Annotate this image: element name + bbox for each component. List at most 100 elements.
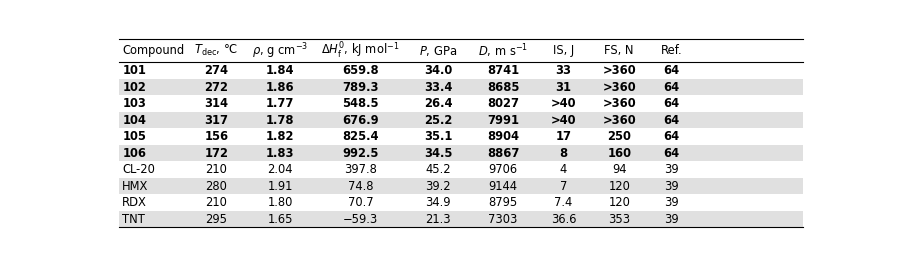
Text: 7991: 7991 — [487, 114, 519, 127]
Text: 31: 31 — [555, 81, 572, 94]
Bar — [120, 145, 803, 161]
Text: 7303: 7303 — [489, 212, 518, 226]
Text: 21.3: 21.3 — [426, 212, 451, 226]
Text: >360: >360 — [602, 81, 636, 94]
Text: 45.2: 45.2 — [426, 163, 451, 176]
Text: 659.8: 659.8 — [342, 64, 379, 77]
Text: $\Delta H_{\mathrm{f}}^{0}$, kJ mol$^{-1}$: $\Delta H_{\mathrm{f}}^{0}$, kJ mol$^{-1… — [321, 41, 400, 61]
Text: Ref.: Ref. — [661, 44, 682, 57]
Text: $D$, m s$^{-1}$: $D$, m s$^{-1}$ — [478, 42, 528, 60]
Text: >360: >360 — [602, 64, 636, 77]
Text: 272: 272 — [204, 81, 229, 94]
Text: 172: 172 — [204, 147, 229, 160]
Text: 64: 64 — [663, 97, 680, 110]
Text: 39: 39 — [664, 212, 679, 226]
Text: 397.8: 397.8 — [344, 163, 377, 176]
Bar — [120, 112, 803, 128]
Text: 1.86: 1.86 — [266, 81, 294, 94]
Text: 789.3: 789.3 — [342, 81, 379, 94]
Text: 825.4: 825.4 — [342, 130, 379, 143]
Text: 36.6: 36.6 — [551, 212, 576, 226]
Text: 34.5: 34.5 — [424, 147, 453, 160]
Text: 8685: 8685 — [487, 81, 519, 94]
Text: 105: 105 — [122, 130, 146, 143]
Text: >40: >40 — [551, 114, 576, 127]
Text: HMX: HMX — [122, 180, 148, 193]
Text: 548.5: 548.5 — [342, 97, 379, 110]
Text: 280: 280 — [205, 180, 228, 193]
Text: 120: 120 — [608, 180, 630, 193]
Text: TNT: TNT — [122, 212, 145, 226]
Text: 8904: 8904 — [487, 130, 519, 143]
Text: 25.2: 25.2 — [424, 114, 453, 127]
Text: 274: 274 — [204, 64, 229, 77]
Text: 39: 39 — [664, 180, 679, 193]
Text: 26.4: 26.4 — [424, 97, 453, 110]
Text: 9706: 9706 — [489, 163, 518, 176]
Text: 160: 160 — [608, 147, 631, 160]
Text: FS, N: FS, N — [605, 44, 634, 57]
Text: 992.5: 992.5 — [342, 147, 379, 160]
Text: 102: 102 — [122, 81, 146, 94]
Text: 101: 101 — [122, 64, 146, 77]
Text: 4: 4 — [560, 163, 567, 176]
Text: 8741: 8741 — [487, 64, 519, 77]
Bar — [120, 178, 803, 194]
Text: 8027: 8027 — [487, 97, 519, 110]
Text: $\rho$, g cm$^{-3}$: $\rho$, g cm$^{-3}$ — [252, 41, 309, 61]
Text: 94: 94 — [612, 163, 626, 176]
Text: 210: 210 — [205, 196, 228, 209]
Text: 1.78: 1.78 — [266, 114, 294, 127]
Text: −59.3: −59.3 — [343, 212, 378, 226]
Text: $P$, GPa: $P$, GPa — [419, 44, 457, 58]
Text: 7.4: 7.4 — [554, 196, 572, 209]
Text: 103: 103 — [122, 97, 146, 110]
Text: 314: 314 — [204, 97, 229, 110]
Text: 8795: 8795 — [489, 196, 518, 209]
Text: 250: 250 — [608, 130, 631, 143]
Text: 104: 104 — [122, 114, 146, 127]
Text: 295: 295 — [205, 212, 228, 226]
Text: 64: 64 — [663, 114, 680, 127]
Text: 106: 106 — [122, 147, 147, 160]
Text: 8867: 8867 — [487, 147, 519, 160]
Text: $T_{\mathrm{dec}}$, °C: $T_{\mathrm{dec}}$, °C — [194, 43, 239, 58]
Text: 39: 39 — [664, 196, 679, 209]
Text: 120: 120 — [608, 196, 630, 209]
Text: 2.04: 2.04 — [267, 163, 293, 176]
Text: 64: 64 — [663, 147, 680, 160]
Text: 8: 8 — [560, 147, 568, 160]
Text: 317: 317 — [204, 114, 229, 127]
Text: 7: 7 — [560, 180, 567, 193]
Bar — [120, 79, 803, 96]
Text: 70.7: 70.7 — [347, 196, 374, 209]
Text: 33.4: 33.4 — [424, 81, 453, 94]
Text: 64: 64 — [663, 81, 680, 94]
Text: 1.82: 1.82 — [266, 130, 294, 143]
Text: 210: 210 — [205, 163, 228, 176]
Text: 39: 39 — [664, 163, 679, 176]
Text: 1.77: 1.77 — [266, 97, 294, 110]
Text: 1.65: 1.65 — [267, 212, 293, 226]
Text: >360: >360 — [602, 97, 636, 110]
Text: 1.84: 1.84 — [266, 64, 294, 77]
Text: 17: 17 — [555, 130, 572, 143]
Text: 39.2: 39.2 — [426, 180, 451, 193]
Text: >40: >40 — [551, 97, 576, 110]
Bar — [120, 211, 803, 227]
Text: 1.83: 1.83 — [266, 147, 294, 160]
Text: 64: 64 — [663, 130, 680, 143]
Text: 35.1: 35.1 — [424, 130, 453, 143]
Text: 156: 156 — [204, 130, 229, 143]
Text: CL-20: CL-20 — [122, 163, 155, 176]
Text: 1.80: 1.80 — [267, 196, 293, 209]
Text: 353: 353 — [608, 212, 630, 226]
Text: 34.0: 34.0 — [424, 64, 453, 77]
Text: 34.9: 34.9 — [426, 196, 451, 209]
Text: 676.9: 676.9 — [342, 114, 379, 127]
Text: 9144: 9144 — [489, 180, 518, 193]
Text: 74.8: 74.8 — [347, 180, 374, 193]
Text: >360: >360 — [602, 114, 636, 127]
Text: 64: 64 — [663, 64, 680, 77]
Text: 1.91: 1.91 — [267, 180, 293, 193]
